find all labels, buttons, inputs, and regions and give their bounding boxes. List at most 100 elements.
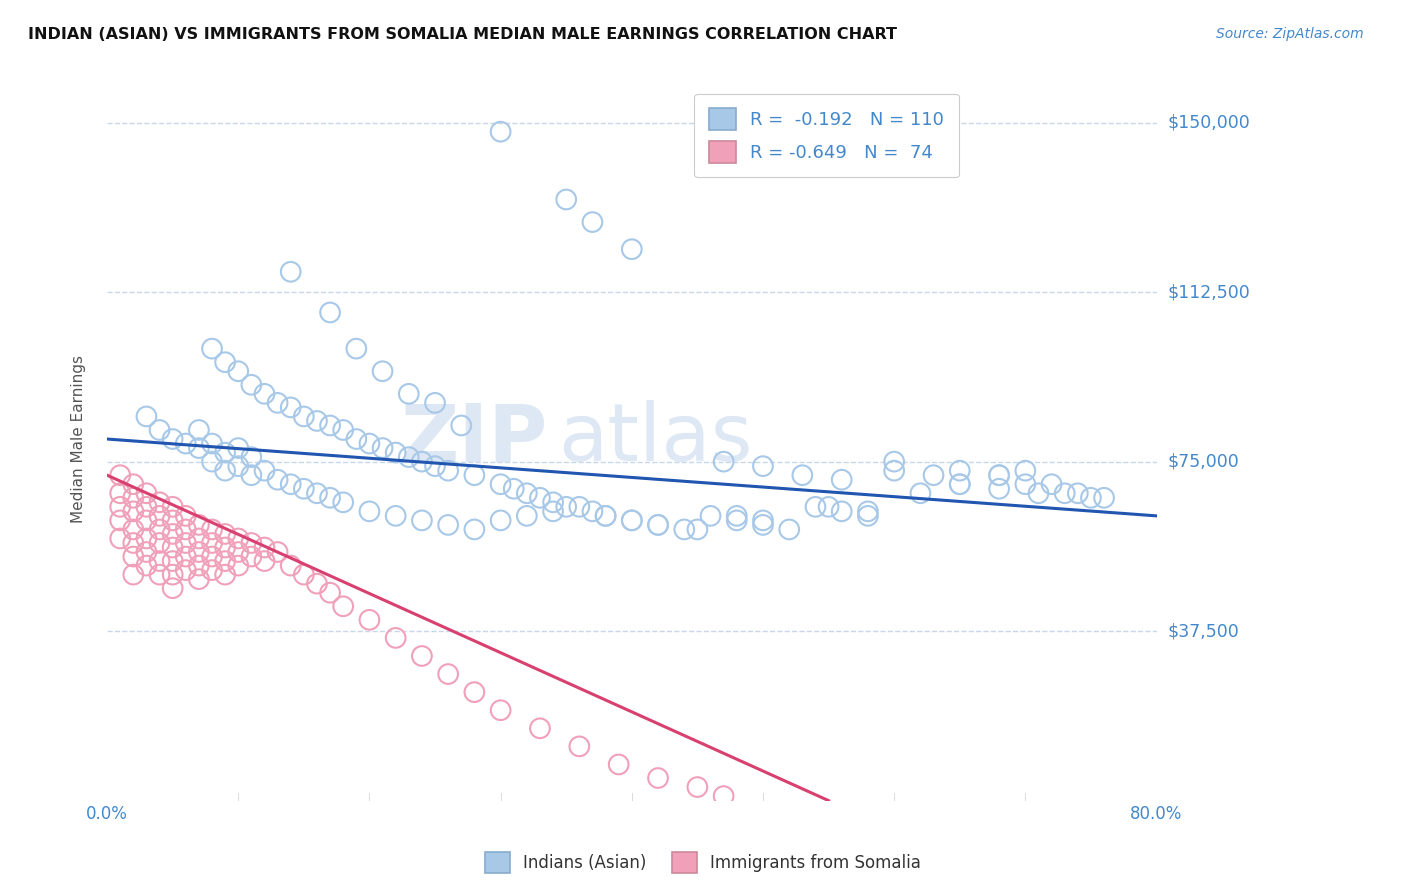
Point (214, 355, 236, 369)
Point (135, 532, 157, 546)
Point (699, 508, 721, 523)
Point (949, 464, 972, 478)
Point (122, 477, 145, 491)
Point (607, 757, 630, 772)
Point (122, 549, 145, 564)
Point (529, 721, 551, 735)
Point (240, 549, 263, 564)
Point (214, 567, 236, 582)
Point (463, 468, 485, 483)
Text: ZIP: ZIP (401, 400, 548, 478)
Point (595, 508, 617, 523)
Point (305, 414, 328, 428)
Point (856, 508, 879, 523)
Point (280, 265, 302, 279)
Point (148, 536, 170, 550)
Point (292, 409, 315, 424)
Point (1014, 464, 1036, 478)
Point (949, 477, 972, 491)
Point (148, 495, 170, 509)
Text: $75,000: $75,000 (1167, 452, 1240, 471)
Point (162, 513, 184, 527)
Point (423, 459, 446, 474)
Text: $112,500: $112,500 (1167, 283, 1250, 301)
Legend: R =  -0.192   N = 110, R = -0.649   N =  74: R = -0.192 N = 110, R = -0.649 N = 74 (695, 94, 959, 178)
Point (226, 459, 249, 474)
Point (502, 482, 524, 496)
Point (108, 468, 131, 483)
Point (214, 464, 236, 478)
Point (713, 789, 735, 803)
Point (1028, 486, 1050, 500)
Point (344, 342, 367, 356)
Point (411, 513, 433, 527)
Point (831, 473, 853, 487)
Point (647, 517, 669, 532)
Point (148, 508, 170, 523)
Point (359, 504, 381, 518)
Point (489, 513, 512, 527)
Text: atlas: atlas (558, 400, 752, 478)
Point (174, 436, 197, 450)
Point (201, 455, 224, 469)
Legend: Indians (Asian), Immigrants from Somalia: Indians (Asian), Immigrants from Somalia (478, 846, 928, 880)
Point (752, 517, 775, 532)
Point (162, 581, 184, 595)
Point (988, 468, 1011, 483)
Point (541, 495, 564, 509)
Point (489, 125, 512, 139)
Point (332, 599, 354, 614)
Point (122, 567, 145, 582)
Point (174, 508, 197, 523)
Point (253, 541, 276, 555)
Point (201, 536, 224, 550)
Point (555, 500, 578, 514)
Point (201, 549, 224, 564)
Point (187, 545, 209, 559)
Point (489, 703, 512, 717)
Point (359, 613, 381, 627)
Point (463, 523, 485, 537)
Point (280, 401, 302, 415)
Point (108, 513, 131, 527)
Point (411, 648, 433, 663)
Point (135, 558, 157, 573)
Point (201, 563, 224, 577)
Point (384, 508, 406, 523)
Point (792, 468, 814, 483)
Point (201, 523, 224, 537)
Point (595, 508, 617, 523)
Text: Source: ZipAtlas.com: Source: ZipAtlas.com (1216, 27, 1364, 41)
Point (214, 541, 236, 555)
Point (148, 554, 170, 568)
Point (437, 667, 460, 681)
Point (162, 432, 184, 446)
Point (856, 504, 879, 518)
Point (226, 558, 249, 573)
Point (555, 193, 578, 207)
Point (1053, 486, 1076, 500)
Point (187, 558, 209, 573)
Point (201, 342, 224, 356)
Point (201, 436, 224, 450)
Point (1040, 477, 1063, 491)
Point (253, 387, 276, 401)
Y-axis label: Median Male Earnings: Median Male Earnings (72, 355, 86, 523)
Point (371, 441, 394, 455)
Point (831, 504, 853, 518)
Point (148, 423, 170, 437)
Point (988, 468, 1011, 483)
Point (620, 513, 643, 527)
Point (226, 364, 249, 378)
Point (174, 563, 197, 577)
Point (135, 513, 157, 527)
Point (240, 450, 263, 464)
Point (187, 423, 209, 437)
Point (423, 396, 446, 410)
Point (581, 504, 603, 518)
Point (135, 486, 157, 500)
Point (240, 377, 263, 392)
Point (725, 508, 748, 523)
Point (162, 541, 184, 555)
Point (266, 396, 288, 410)
